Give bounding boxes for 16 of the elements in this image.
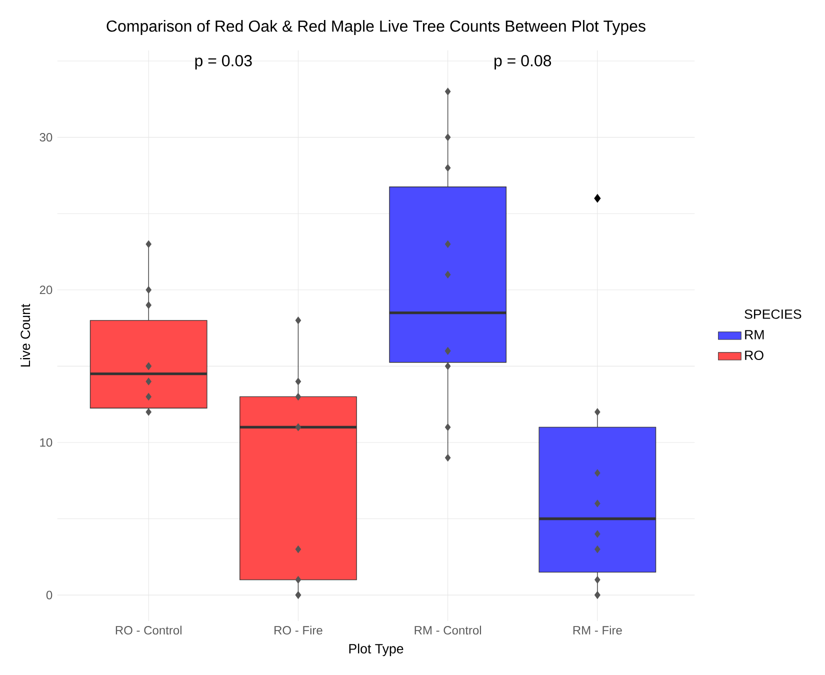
x-tick-label: RO - Fire — [274, 626, 322, 635]
y-tick-label: 30 — [40, 133, 52, 142]
y-axis-title: Live Count — [20, 304, 30, 366]
x-tick-label: RM - Control — [414, 626, 481, 635]
y-tick-label: 0 — [46, 590, 52, 600]
legend-label: RO — [745, 350, 764, 360]
annotation: p = 0.08 — [494, 55, 552, 70]
y-tick-label: 10 — [40, 438, 52, 447]
x-tick-label: RO - Control — [116, 626, 182, 635]
x-axis-title: Plot Type — [349, 644, 404, 656]
chart-title: Comparison of Red Oak & Red Maple Live Tree Counts Between Plot Types — [106, 20, 646, 35]
y-tick-label: 20 — [40, 286, 52, 294]
legend-title: SPECIES — [744, 309, 802, 319]
legend-label: RM — [745, 330, 764, 340]
x-tick-label: RM - Fire — [573, 626, 622, 635]
annotation: p = 0.03 — [195, 55, 252, 70]
